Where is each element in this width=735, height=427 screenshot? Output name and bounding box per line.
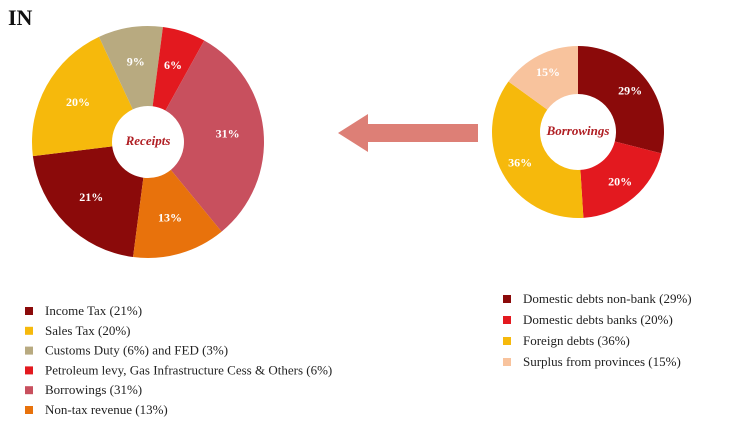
data-label: 6%: [164, 58, 182, 72]
data-label: 20%: [608, 175, 632, 189]
donut-segment: [98, 25, 163, 110]
legend-swatch: [25, 307, 33, 315]
legend-swatch: [25, 326, 33, 335]
legend-label: Domestic debts non-bank (29%): [523, 291, 692, 306]
data-label: 15%: [536, 65, 560, 79]
data-label: 20%: [66, 95, 90, 109]
data-label: 36%: [508, 156, 532, 170]
data-label: 29%: [618, 83, 642, 97]
legend-label: Domestic debts banks (20%): [523, 312, 673, 327]
legend-swatch: [503, 358, 511, 366]
data-label: 21%: [79, 190, 103, 204]
legend-swatch: [503, 295, 511, 303]
center-label: Borrowings: [546, 123, 610, 138]
legend-label: Petroleum levy, Gas Infrastructure Cess …: [45, 362, 332, 377]
legend-label: Non-tax revenue (13%): [45, 402, 168, 417]
donut-segment: [133, 169, 222, 258]
donut-segment: [580, 141, 662, 218]
center-label: Receipts: [125, 133, 171, 148]
legend-label: Income Tax (21%): [45, 303, 142, 318]
legend-label: Surplus from provinces (15%): [523, 354, 681, 369]
data-label: 31%: [216, 126, 240, 140]
donut-segment: [152, 26, 205, 111]
legend-swatch: [503, 316, 511, 324]
donut-segment: [32, 36, 133, 157]
legend-label: Customs Duty (6%) and FED (3%): [45, 343, 228, 358]
donut-segment: [508, 46, 578, 110]
legend-label: Borrowings (31%): [45, 382, 142, 397]
legend-label: Sales Tax (20%): [45, 323, 131, 338]
donut-segment: [165, 40, 265, 232]
data-label: 13%: [158, 211, 182, 225]
legend-swatch: [25, 386, 33, 395]
donut-segment: [491, 81, 584, 218]
legend-swatch: [25, 346, 33, 355]
page-title: IN: [8, 5, 33, 30]
donut-segment: [32, 146, 144, 258]
arrow: [338, 114, 478, 152]
legend-swatch: [503, 337, 511, 345]
legend-swatch: [25, 406, 33, 414]
donut-segment: [578, 46, 665, 154]
legend-swatch: [25, 366, 33, 375]
data-label: 9%: [127, 55, 145, 69]
legend-label: Foreign debts (36%): [523, 333, 630, 348]
